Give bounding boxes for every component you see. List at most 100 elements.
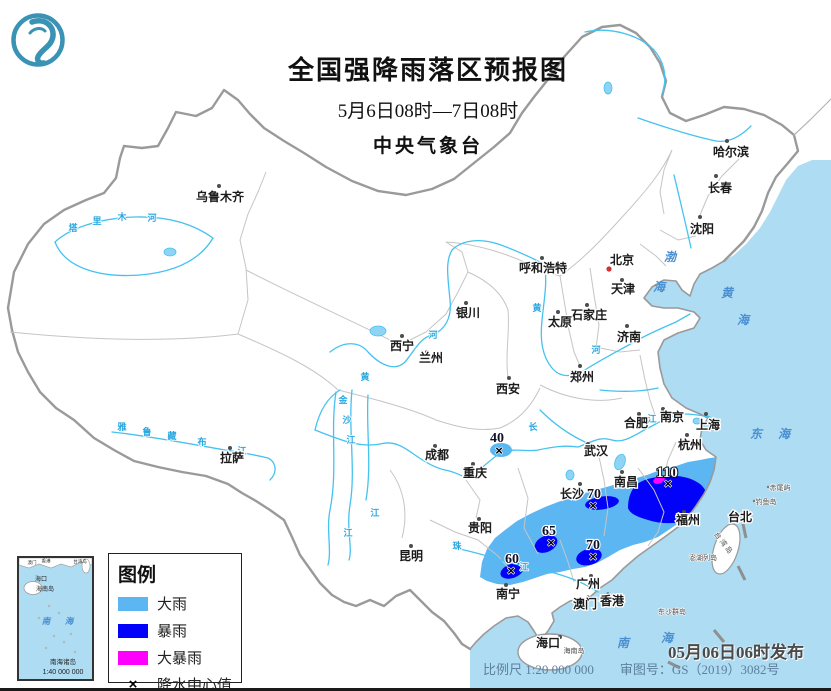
inset-islands-label: 南海诸岛 [50, 657, 76, 666]
city-label: 郑州 [570, 369, 594, 384]
rain-center-x: × [589, 549, 597, 564]
small-islands [658, 485, 770, 613]
city-label: 福州 [675, 512, 700, 527]
inset-label-hainan: 海南岛 [36, 585, 54, 593]
legend-item-center-value: × 降水中心值 [118, 674, 232, 688]
river-char: 河 [428, 329, 437, 340]
heavy-rain-swatch [118, 596, 148, 611]
rain-center-value: 40 [490, 431, 504, 446]
river-char: 黄 [532, 302, 541, 313]
province-boundaries [9, 149, 741, 583]
city-dot [578, 482, 582, 486]
map-scale-line: 比例尺 1:20 000 000 审图号：GS（2019）3082号 [483, 659, 780, 678]
rain-center-x: × [507, 563, 515, 578]
river-char: 江 [343, 527, 352, 538]
city-label: 香港 [599, 593, 625, 608]
rain-center-x: × [664, 476, 672, 491]
legend-item-label: 大暴雨 [157, 650, 203, 667]
inset-label-haikou: 海口 [35, 575, 47, 583]
city-dot [578, 364, 582, 368]
scale-label: 比例尺 1:20 000 000 [483, 662, 594, 677]
city-label: 台北 [728, 509, 752, 524]
rainstorm-blob-65 [534, 535, 558, 553]
city-dot [464, 301, 468, 305]
river-char: 江 [519, 561, 528, 572]
sea-label-nanhai: 海 [661, 631, 675, 645]
rainstorm-blob-70s [576, 548, 602, 566]
rainstorm-blob-main [628, 475, 708, 524]
approval-number: 审图号：GS（2019）3082号 [619, 662, 780, 677]
city-label: 沈阳 [690, 221, 714, 236]
city-label: 石家庄 [570, 307, 607, 322]
inset-label-taiwan: 台湾岛 [73, 558, 87, 565]
forecast-period: 5月6日08时—7日08时 [337, 101, 519, 122]
city-label: 杭州 [678, 437, 702, 452]
issue-time: 05月06日06时发布 [668, 643, 804, 662]
city-dot [425, 350, 429, 354]
city-label: 天津 [611, 281, 635, 296]
city-dot [625, 324, 629, 328]
city-dot [725, 139, 729, 143]
south-china-sea-inset: 澳门 香港 台湾岛 海口 海南岛 南 海 南海诸岛 1:40 000 000 [17, 556, 94, 681]
river-char: 沙 [342, 415, 351, 425]
city-dot [586, 595, 590, 599]
river-char: 塔 [68, 222, 78, 233]
city-dot [400, 334, 404, 338]
city-label: 上海 [696, 417, 720, 432]
city-label: 武汉 [584, 443, 609, 458]
river-char: 长 [528, 421, 538, 432]
city-label: 贵阳 [468, 520, 492, 535]
city-dot [682, 510, 686, 514]
legend-item-heavy-rain: 大雨 [118, 593, 232, 614]
lakes [163, 81, 702, 481]
sea-label-donghai: 东 [750, 427, 764, 441]
legend-item-label: 暴雨 [157, 623, 188, 640]
rain-center-x: × [495, 443, 503, 458]
city-dot [471, 462, 475, 466]
city-label: 乌鲁木齐 [196, 189, 245, 204]
city-dot [620, 470, 624, 474]
rain-center-value: 110 [656, 465, 678, 481]
city-label: 昆明 [399, 549, 423, 563]
city-dot [228, 446, 232, 450]
city-label: 北京 [610, 252, 634, 267]
city-label: 广州 [576, 576, 600, 591]
city-label: 银川 [456, 305, 480, 320]
rain-areas [480, 443, 720, 585]
city-label: 济南 [617, 329, 641, 344]
island-label-dongsha: 东沙群岛 [658, 607, 686, 616]
river-char: 金 [337, 394, 348, 405]
cma-logo [10, 12, 66, 68]
city-label: 重庆 [463, 465, 487, 480]
heavy-rainstorm-spot [653, 476, 665, 484]
sea-fill [470, 160, 831, 688]
rain-center-value: 70 [586, 538, 600, 553]
legend: 图例 大雨 暴雨 大暴雨 × 降水中心值 [108, 553, 242, 688]
city-dot [540, 256, 544, 260]
city-label: 长春 [708, 180, 733, 195]
sea-label-huanghai: 海 [737, 313, 751, 327]
national-border [6, 23, 831, 651]
city-label: 合肥 [624, 415, 648, 430]
city-label: 呼和浩特 [519, 260, 567, 275]
river-char: 江 [346, 434, 355, 445]
river-char: 藏 [167, 430, 176, 441]
sea-label-bohai: 海 [653, 280, 667, 294]
island-label-chiwei: 赤尾屿 [770, 483, 791, 492]
page-title: 全国强降雨落区预报图 [287, 56, 568, 85]
sea-label-bohai: 渤 [664, 250, 678, 264]
city-label: 拉萨 [220, 450, 244, 465]
rivers [54, 29, 752, 593]
city-dot [714, 174, 718, 178]
hainan-island [517, 633, 583, 671]
island-label-penghu: 澎湖列岛 [689, 553, 717, 562]
city-label: 长沙 [560, 486, 584, 501]
city-label: 西宁 [390, 338, 414, 353]
city-dot [661, 407, 665, 411]
river-char: 雅 [116, 421, 126, 432]
city-dot [731, 510, 735, 514]
city-dot [409, 544, 413, 548]
rain-center-value: 70 [587, 487, 601, 502]
city-dots [217, 139, 735, 639]
legend-title: 图例 [118, 565, 157, 586]
